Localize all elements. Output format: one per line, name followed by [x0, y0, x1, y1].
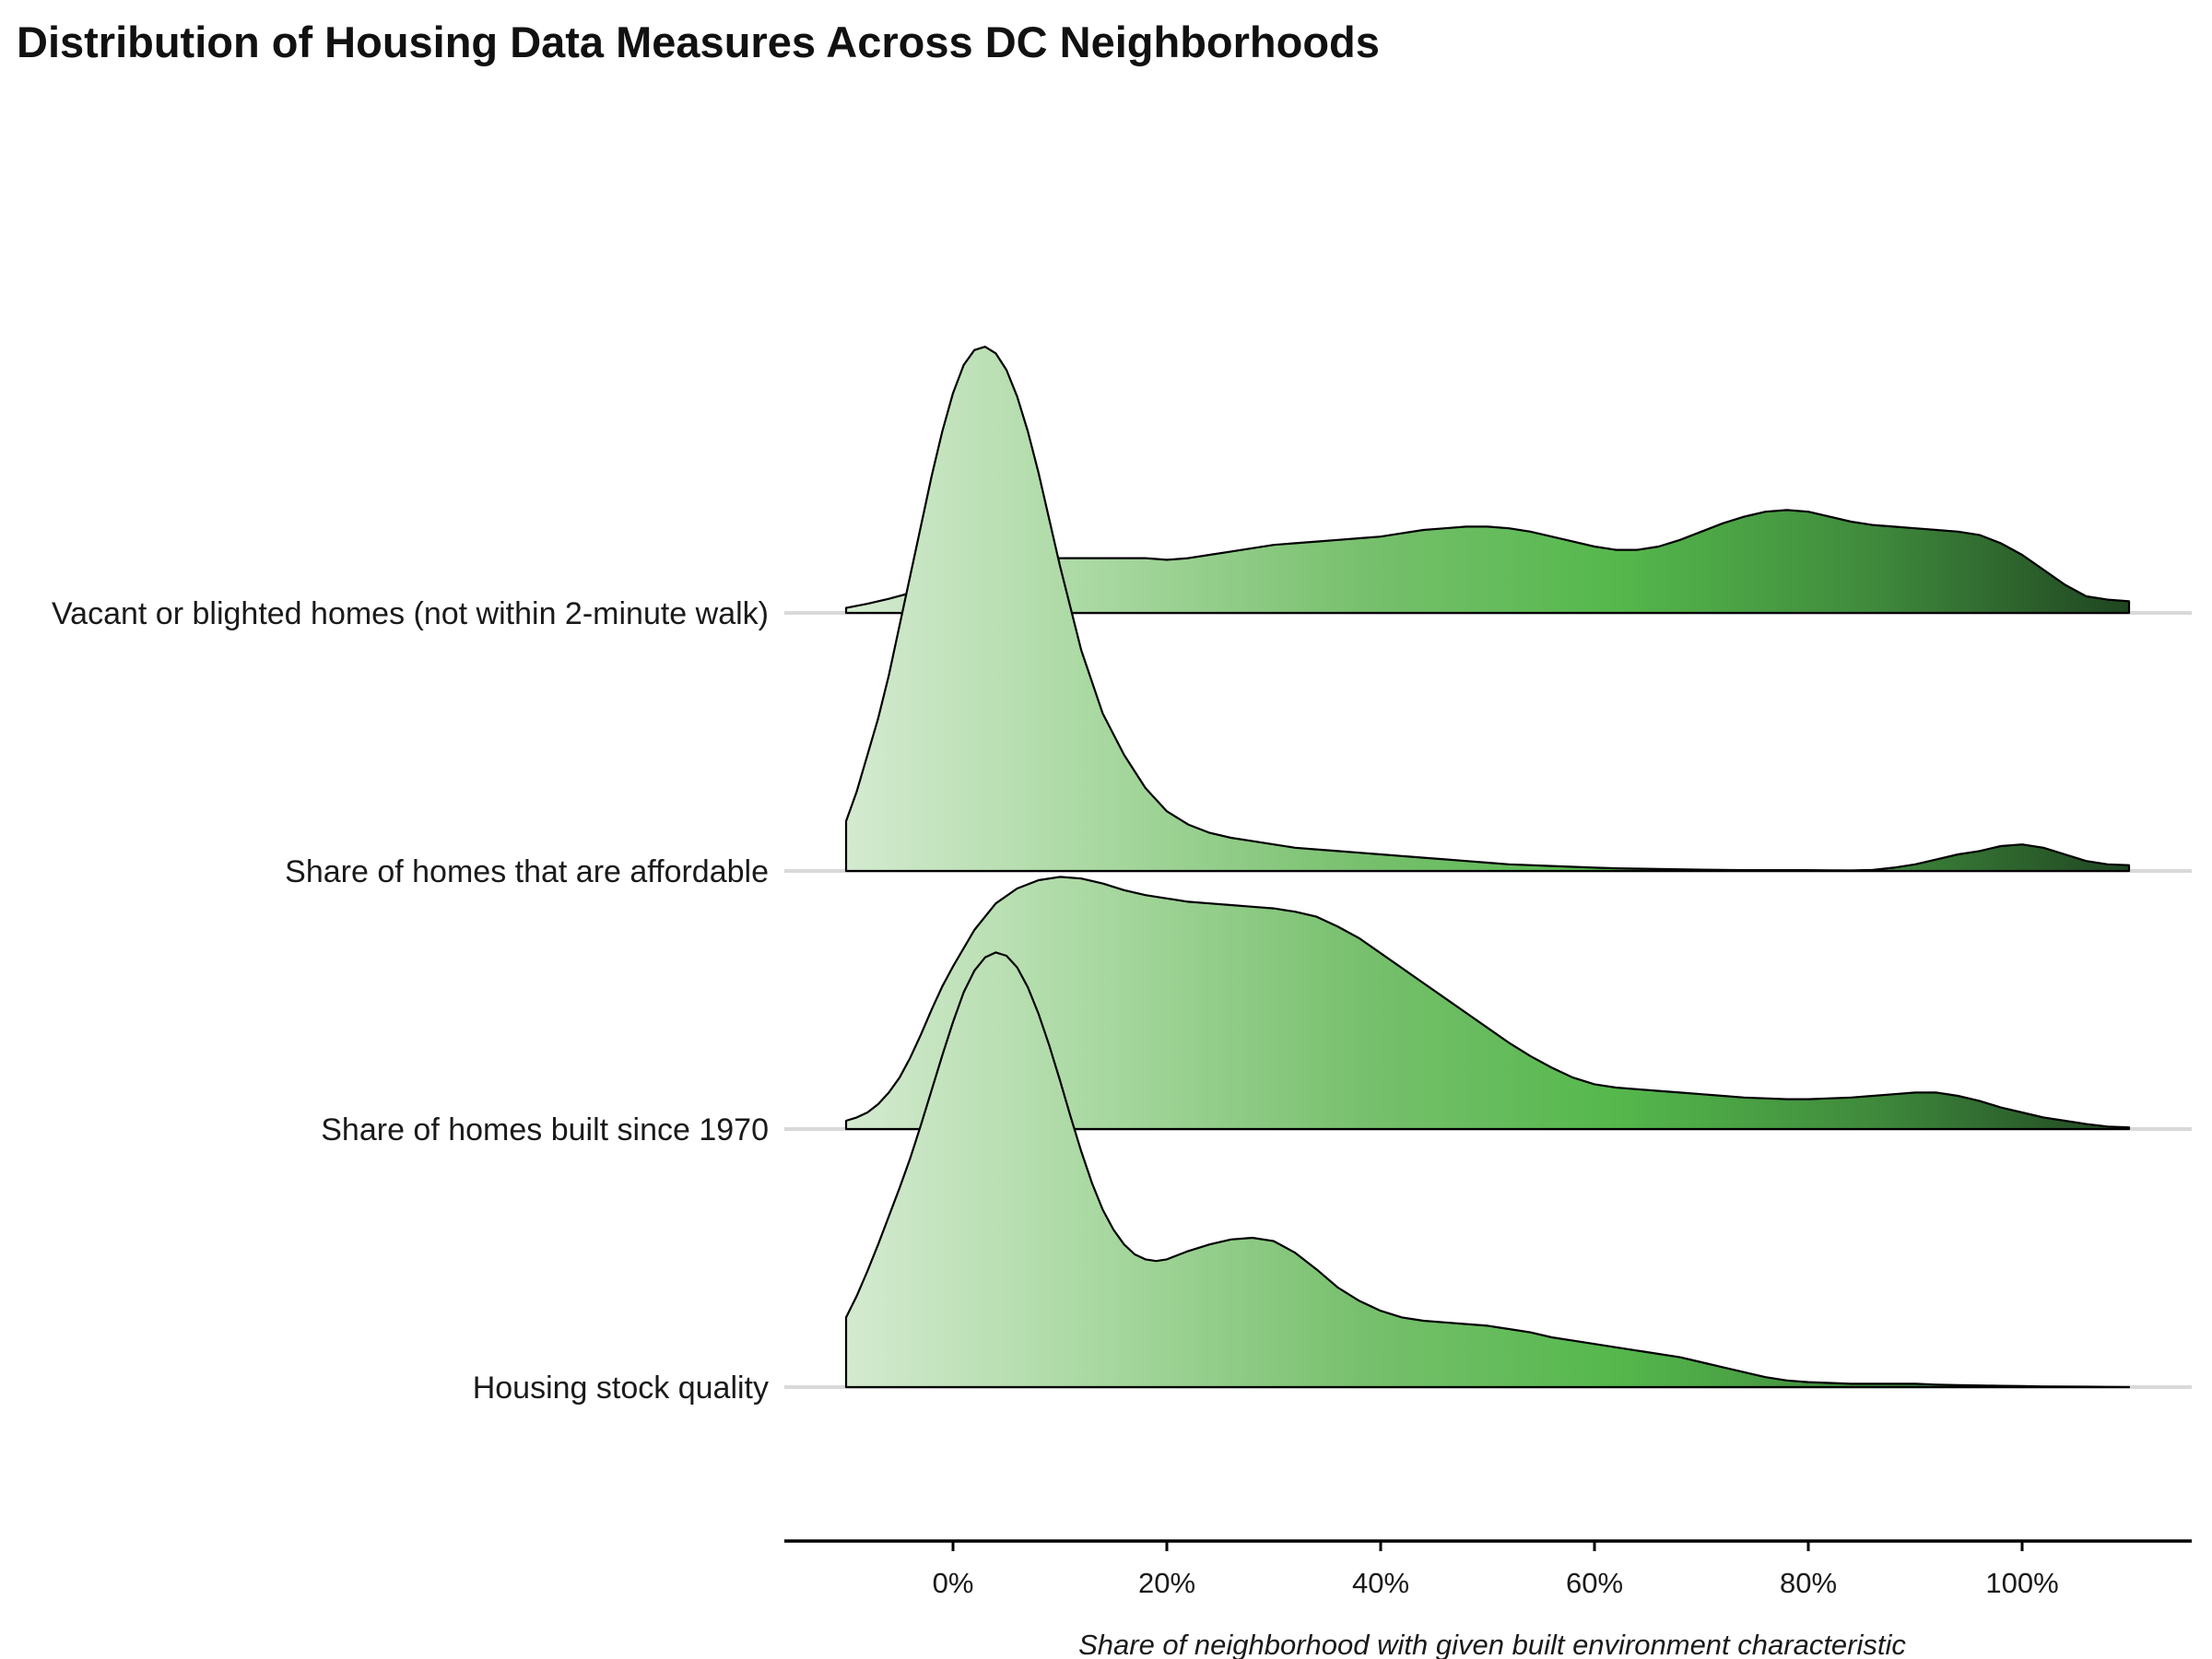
- x-tick-label-2: 40%: [1352, 1567, 1409, 1599]
- ridge-2: [844, 876, 2131, 1131]
- x-tick-label-5: 100%: [1985, 1567, 2058, 1599]
- category-label-1: Share of homes that are affordable: [285, 854, 769, 889]
- density-ridges: [844, 346, 2131, 1389]
- x-axis-ticks: 0% 20% 40% 60% 80% 100%: [933, 1541, 2059, 1599]
- x-tick-label-4: 80%: [1780, 1567, 1837, 1599]
- ridge-1: [844, 346, 2131, 873]
- category-label-2: Share of homes built since 1970: [321, 1112, 769, 1147]
- category-labels: Vacant or blighted homes (not within 2-m…: [52, 596, 769, 1406]
- x-tick-label-3: 60%: [1566, 1567, 1623, 1599]
- x-tick-label-0: 0%: [933, 1567, 974, 1599]
- chart-title: Distribution of Housing Data Measures Ac…: [17, 18, 1380, 66]
- category-label-3: Housing stock quality: [473, 1371, 769, 1406]
- category-label-0: Vacant or blighted homes (not within 2-m…: [52, 596, 769, 631]
- x-tick-label-1: 20%: [1138, 1567, 1195, 1599]
- x-axis-title: Share of neighborhood with given built e…: [1078, 1629, 1906, 1659]
- ridge-3: [844, 951, 2131, 1389]
